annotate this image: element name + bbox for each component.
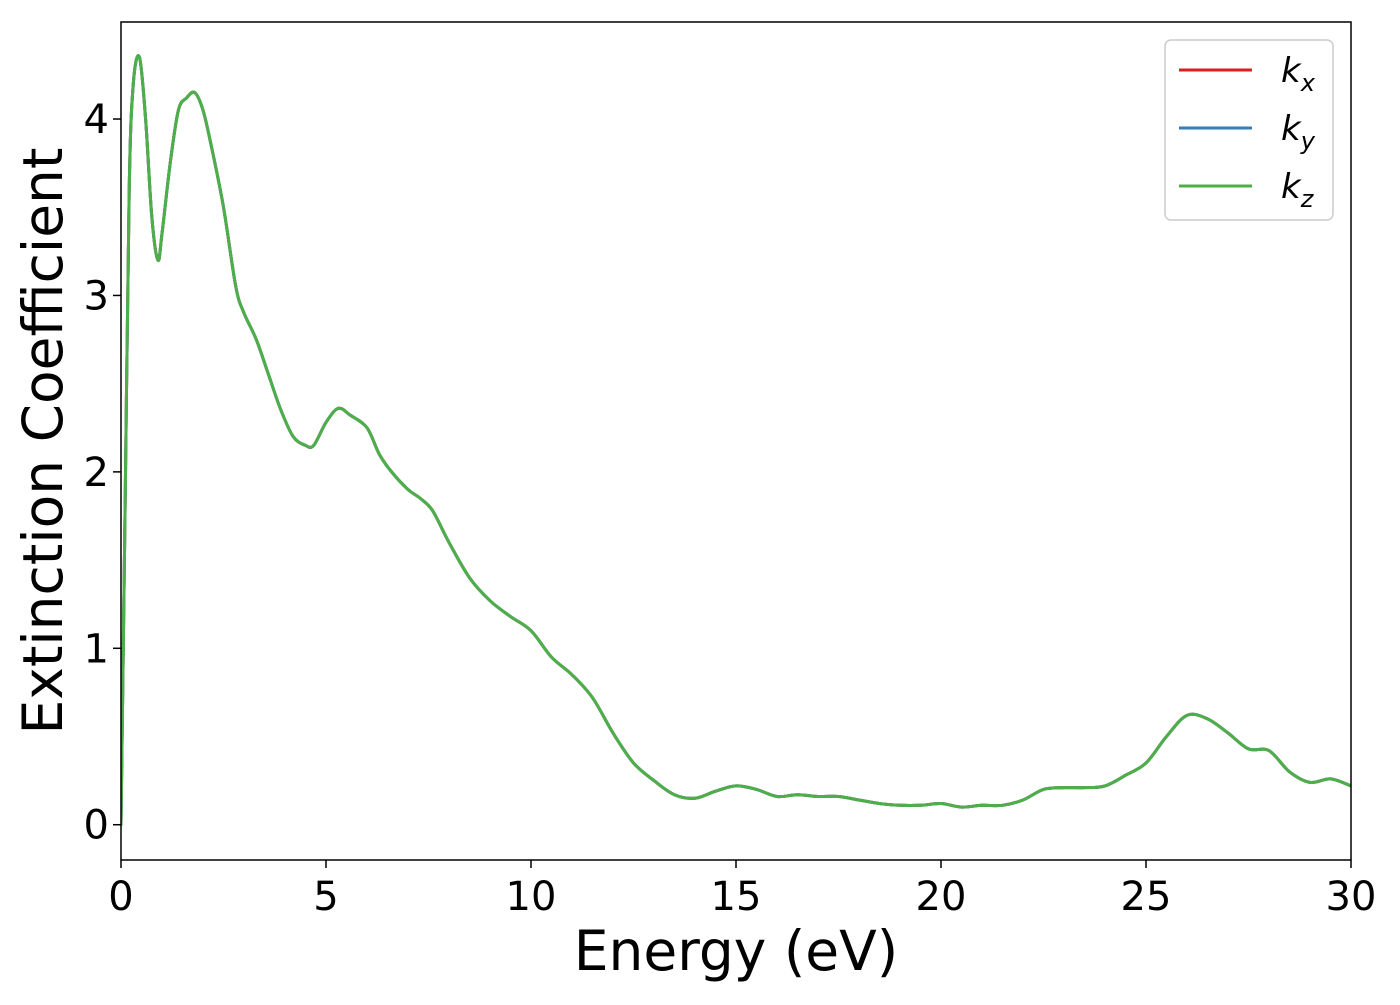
x-axis-label: Energy (eV) [574,919,898,983]
y-tick-label: 1 [84,626,109,672]
x-tick-label: 0 [108,874,133,920]
legend-box [1164,39,1334,221]
x-tick-label: 25 [1121,874,1172,920]
x-tick-label: 30 [1326,874,1377,920]
y-axis-label: Extinction Coefficient [11,148,75,735]
series-layer [121,54,1351,827]
y-tick-label: 2 [84,450,109,496]
series-line-k-z [121,54,1351,827]
legend-label-y: ky [1281,109,1316,155]
y-axis: 0 1 2 3 4 [84,97,121,849]
y-tick-label: 4 [84,97,109,143]
legend-label-x: kx [1281,51,1316,97]
y-tick-label: 0 [84,803,109,849]
x-axis: 0 5 10 15 20 25 30 [108,860,1376,920]
x-tick-label: 10 [506,874,557,920]
y-tick-label: 3 [84,273,109,319]
x-tick-label: 5 [313,874,338,920]
x-tick-label: 20 [916,874,967,920]
x-tick-label: 15 [711,874,762,920]
